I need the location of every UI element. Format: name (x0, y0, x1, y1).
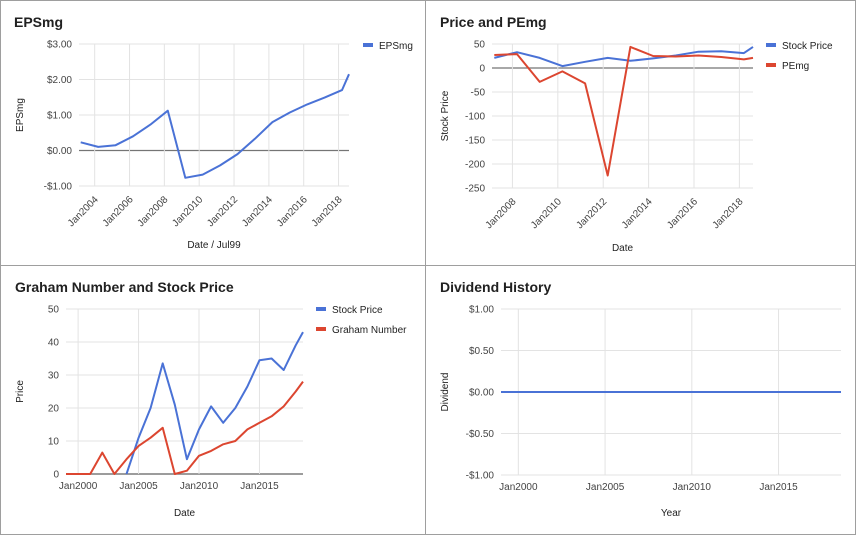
price-pe-chart-panel: Price and PEmg 50 0 -50 -100 -150 -200 -250 Jan2… (425, 0, 856, 266)
y-tick-label: $2.00 (47, 75, 72, 86)
x-tick-label: Jan2004 (66, 194, 101, 229)
y-tick-label: $0.00 (469, 388, 494, 399)
y-tick-label: $3.00 (47, 40, 72, 51)
x-axis-label: Date (612, 243, 634, 254)
x-tick-label: Jan2015 (759, 482, 798, 493)
legend-label: Stock Price (332, 305, 383, 316)
x-tick-label: Jan2010 (673, 482, 712, 493)
x-axis-label: Date (174, 508, 196, 519)
x-axis-label: Year (661, 508, 682, 519)
x-tick-label: Jan2014 (620, 196, 655, 231)
y-tick-label: -150 (465, 136, 485, 147)
x-axis-label: Date / Jul99 (187, 240, 241, 251)
x-tick-label: Jan2000 (499, 482, 538, 493)
y-tick-label: -$1.00 (44, 182, 73, 193)
y-tick-label: -$1.00 (466, 471, 495, 482)
legend-swatch (766, 63, 776, 67)
y-tick-label: 50 (48, 305, 60, 316)
x-tick-label: Jan2008 (136, 194, 171, 229)
x-tick-label: Jan2010 (170, 194, 205, 229)
chart-title: Graham Number and Stock Price (15, 279, 234, 295)
y-tick-label: 0 (53, 470, 59, 481)
series-line-stock-price (494, 46, 754, 68)
y-tick-label: 30 (48, 371, 60, 382)
legend-label: Stock Price (782, 41, 833, 52)
legend-swatch (316, 307, 326, 311)
chart-title: Dividend History (440, 279, 551, 295)
chart-title: EPSmg (14, 14, 63, 30)
legend-swatch (766, 43, 776, 47)
y-axis-label: Price (15, 380, 26, 403)
legend-label: Graham Number (332, 325, 407, 336)
y-tick-label: $1.00 (47, 111, 72, 122)
graham-chart: Graham Number and Stock Price 50 40 30 20 10 0… (15, 279, 407, 519)
x-tick-label: Jan2005 (586, 482, 625, 493)
y-tick-label: 40 (48, 338, 60, 349)
y-tick-label: $1.00 (469, 305, 494, 316)
legend-label: EPSmg (379, 41, 413, 52)
x-tick-label: Jan2010 (180, 481, 219, 492)
x-tick-label: Jan2016 (665, 196, 700, 231)
x-tick-label: Jan2016 (275, 194, 310, 229)
series-line-pemg (494, 45, 754, 177)
legend-swatch (363, 43, 373, 47)
y-tick-label: 10 (48, 437, 60, 448)
x-tick-label: Jan2010 (529, 196, 564, 231)
x-tick-label: Jan2005 (119, 481, 158, 492)
legend-swatch (316, 327, 326, 331)
y-tick-label: $0.00 (47, 146, 72, 157)
y-axis-label: Stock Price (440, 90, 451, 141)
y-tick-label: -100 (465, 112, 485, 123)
series-line-graham-number (66, 381, 304, 475)
price-pe-chart: Price and PEmg500-50-100-150-200-250Jan2… (440, 14, 833, 254)
x-tick-label: Jan2006 (101, 194, 136, 229)
y-axis-label: EPSmg (15, 98, 26, 132)
series-line-epsmg (80, 73, 350, 179)
y-tick-label: $0.50 (469, 346, 494, 357)
x-tick-label: Jan2000 (59, 481, 98, 492)
chart-title: Price and PEmg (440, 14, 547, 30)
y-tick-label: -50 (471, 88, 486, 99)
dividend-chart-panel: Dividend History $1.00 $0.50 $0.00 -$0.50 -$1… (425, 265, 856, 535)
y-tick-label: -$0.50 (466, 429, 495, 440)
y-axis-label: Dividend (440, 373, 451, 412)
x-tick-label: Jan2015 (240, 481, 279, 492)
y-tick-label: 0 (479, 64, 485, 75)
graham-chart-panel: Graham Number and Stock Price 50 40 30 20 10 0… (0, 265, 426, 535)
x-tick-label: Jan2012 (574, 196, 609, 231)
x-tick-label: Jan2018 (711, 196, 746, 231)
x-tick-label: Jan2012 (205, 194, 240, 229)
x-tick-label: Jan2008 (484, 196, 519, 231)
x-tick-label: Jan2018 (310, 194, 345, 229)
y-tick-label: -200 (465, 160, 485, 171)
dividend-chart: Dividend History $1.00 $0.50 $0.00 -$0.50 -$1… (440, 279, 841, 519)
y-tick-label: 50 (474, 40, 486, 51)
x-tick-label: Jan2014 (240, 194, 275, 229)
series-line-stock-price (125, 331, 304, 475)
y-tick-label: -250 (465, 184, 485, 195)
legend-label: PEmg (782, 61, 809, 72)
eps-chart-panel: EPSmg $3.00 $2.00 $1.00 $0.00 -$1.00 Jan2004 Ja… (0, 0, 426, 266)
y-tick-label: 20 (48, 404, 60, 415)
